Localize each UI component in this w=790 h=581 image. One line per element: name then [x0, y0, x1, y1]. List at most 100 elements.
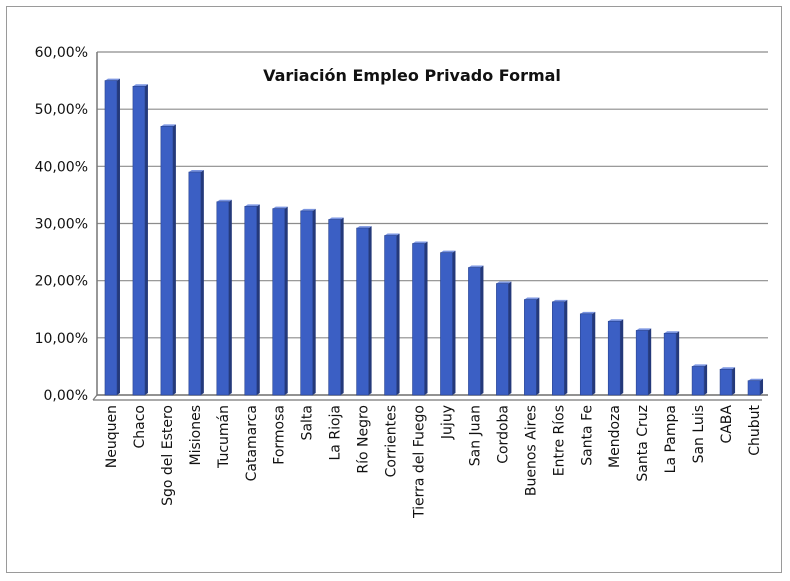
x-tick-label: Santa Cruz [635, 405, 651, 482]
axes [92, 52, 768, 401]
bar-side [340, 217, 344, 395]
bar-top [244, 204, 260, 207]
bar-top [468, 265, 484, 268]
bar-top [328, 217, 344, 220]
bar [552, 301, 565, 396]
y-tick-label: 60,00% [35, 45, 88, 61]
x-tick-label: Santa Fe [579, 405, 595, 466]
x-tick-label: Neuquen [104, 405, 120, 468]
bar-side [620, 319, 624, 395]
x-tick-label: Corrientes [384, 405, 400, 477]
x-axis-corner [92, 394, 98, 401]
x-tick-label: Mendoza [607, 405, 623, 468]
bar [412, 243, 425, 396]
bar [188, 171, 202, 396]
y-tick-label: 50,00% [35, 102, 88, 118]
x-tick-label: Cordoba [495, 405, 511, 464]
bar [356, 227, 369, 396]
bar [496, 283, 509, 396]
x-tick-label: La Rioja [328, 405, 344, 460]
bar-top [216, 199, 232, 202]
bar-side [760, 378, 764, 395]
bar [300, 210, 313, 396]
bar-side [424, 241, 428, 395]
bar-top [720, 367, 736, 370]
bar [607, 320, 621, 396]
bar-top [356, 226, 372, 229]
bar-top [272, 206, 288, 209]
bar [216, 201, 230, 396]
x-tick-label: Buenos Aires [523, 405, 539, 496]
bar-side [704, 364, 708, 395]
bar-side [480, 265, 484, 395]
chart-title: Variación Empleo Privado Formal [263, 66, 561, 85]
bar-side [508, 281, 512, 395]
bar-top [552, 299, 568, 302]
y-tick-label: 40,00% [35, 159, 88, 175]
bar-top [104, 78, 120, 81]
x-tick-label: Formosa [272, 405, 288, 465]
bar [272, 208, 286, 396]
bar-top [160, 124, 176, 127]
bar [635, 330, 649, 396]
bar-side [676, 331, 680, 395]
bar-side [284, 206, 288, 395]
bar [719, 368, 733, 396]
bar-side [144, 84, 148, 396]
bar-top [580, 311, 596, 314]
x-tick-labels: Neuquen Chaco Sgo del Estero Misiones Tucumá… [104, 405, 763, 519]
bar-side [312, 208, 316, 395]
x-tick-label: Salta [300, 405, 316, 440]
x-tick-label: Chubut [747, 405, 763, 456]
x-tick-label: Catamarca [244, 405, 260, 481]
bar-side [452, 250, 456, 395]
x-tick-label: Chaco [132, 405, 148, 449]
bar [104, 80, 118, 396]
bar-side [368, 226, 372, 395]
bar [384, 235, 397, 396]
bar-side [228, 199, 232, 395]
x-tick-label: CABA [719, 405, 735, 444]
x-tick-label: Jujuy [439, 405, 455, 440]
bar-side [200, 170, 204, 395]
bar-top [132, 84, 148, 87]
bar-side [732, 367, 736, 395]
bar-top [300, 208, 316, 211]
x-tick-label: Entre Ríos [551, 405, 567, 476]
bar-top [608, 319, 624, 322]
x-tick-label: Tierra del Fuego [412, 405, 428, 519]
bar-side [172, 124, 176, 396]
bar [160, 126, 174, 396]
bar-side [536, 297, 540, 395]
bar [440, 252, 453, 396]
bar-side [116, 78, 120, 395]
bar-side [256, 204, 260, 395]
bar-side [648, 328, 652, 395]
bar-top [692, 364, 708, 367]
y-tick-label: 10,00% [35, 331, 88, 347]
x-tick-label: Tucumán [216, 405, 232, 469]
bar-top [524, 297, 540, 300]
bar-top [636, 328, 652, 331]
bar-top [748, 378, 764, 381]
bar-top [440, 250, 456, 253]
bar [663, 332, 677, 396]
y-tick-label: 20,00% [35, 274, 88, 290]
bar-top [664, 331, 680, 334]
y-tick-label: 30,00% [35, 217, 88, 233]
x-tick-label: La Pampa [663, 405, 679, 473]
bar [691, 366, 705, 396]
bar [468, 267, 481, 396]
x-tick-label: Misiones [188, 405, 204, 466]
bar-side [396, 233, 400, 395]
bars [104, 78, 764, 396]
bar-side [592, 311, 596, 395]
bar [328, 219, 341, 396]
bar [132, 86, 146, 396]
bar-top [412, 241, 428, 244]
bar [244, 206, 258, 396]
bar [524, 299, 537, 396]
bar-top [496, 281, 512, 284]
bar [747, 380, 761, 396]
